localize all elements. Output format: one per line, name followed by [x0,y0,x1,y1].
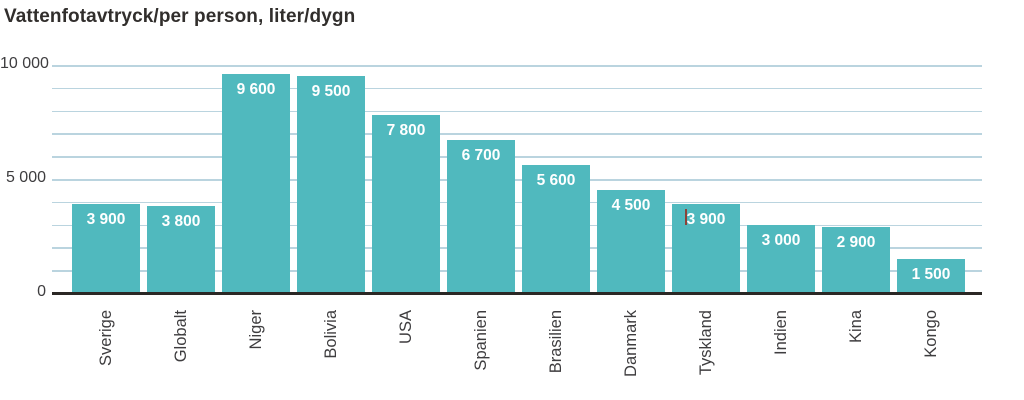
x-tick-label-spanien: Spanien [472,310,490,371]
bar-indien: 3 000 [747,224,815,293]
bar-brasilien: 5 600 [522,165,590,293]
bar-bolivia: 9 500 [297,76,365,293]
bar-spanien: 6 700 [447,140,515,293]
bar-tyskland: 3 900 [672,204,740,293]
gridline-10000 [52,65,982,67]
x-tick-label-indien: Indien [772,310,790,355]
bar-kongo: 1 500 [897,258,965,293]
x-tick-label-niger: Niger [247,310,265,350]
bar-niger: 9 600 [222,74,290,293]
bar-value-label: 9 600 [236,81,276,99]
gridline-2000 [52,247,982,249]
bar-value-label: 7 800 [386,122,426,140]
y-tick-label-0: 0 [37,283,46,300]
chart-title: Vattenfotavtryck/per person, liter/dygn [4,6,356,27]
bar-value-label: 2 900 [836,233,876,251]
bar-danmark: 4 500 [597,190,665,293]
gridline-5000 [52,179,982,181]
text-cursor-artifact [685,209,687,226]
y-tick-label-5000: 5 000 [5,169,46,186]
bar-value-label: 3 000 [761,231,801,249]
x-tick-label-tyskland: Tyskland [697,310,715,376]
bar-value-label: 1 500 [911,265,951,283]
x-tick-label-sverige: Sverige [97,310,115,366]
x-tick-label-brasilien: Brasilien [547,310,565,374]
bar-value-label: 3 800 [161,213,201,231]
x-tick-label-globalt: Globalt [172,310,190,363]
x-tick-label-usa: USA [397,310,415,344]
gridline-6000 [52,156,982,158]
x-tick-label-kongo: Kongo [922,310,940,358]
bar-value-label: 9 500 [311,83,351,101]
y-tick-label-10000: 10 000 [0,55,49,72]
bar-value-label: 3 900 [686,211,726,229]
x-axis-line [52,292,982,295]
plot-area: 3 900 3 800 9 600 9 500 7 800 6 700 5 600 4 500… [52,65,982,295]
bar-value-label: 4 500 [611,197,651,215]
bar-usa: 7 800 [372,115,440,293]
gridline-9000 [52,87,982,90]
x-tick-label-danmark: Danmark [622,310,640,377]
gridline-7000 [52,133,982,135]
bar-kina: 2 900 [822,226,890,293]
gridline-1000 [52,270,982,272]
bar-value-label: 6 700 [461,147,501,165]
bar-value-label: 5 600 [536,172,576,190]
gridline-4000 [52,201,982,204]
bar-value-label: 3 900 [86,211,126,229]
gridline-8000 [52,110,982,113]
x-tick-label-kina: Kina [847,310,865,344]
bar-globalt: 3 800 [147,206,215,293]
bar-sverige: 3 900 [72,204,140,293]
gridline-3000 [52,224,982,227]
x-tick-label-bolivia: Bolivia [322,310,340,359]
